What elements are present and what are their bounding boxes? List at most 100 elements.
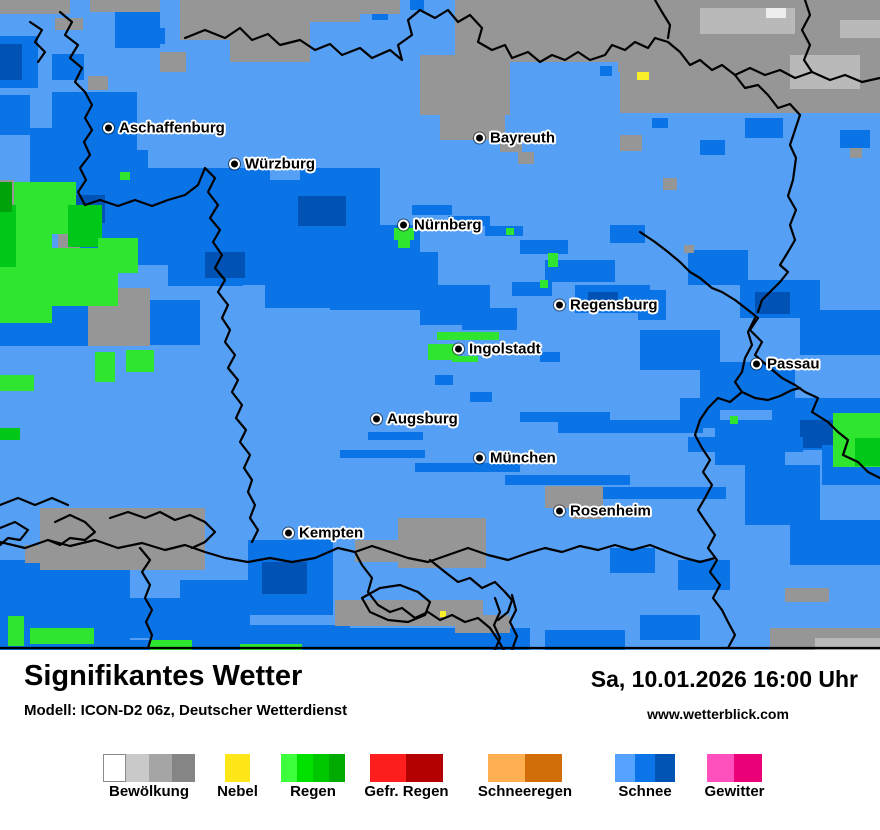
city-label: Regensburg [570, 296, 658, 314]
weather-cell [545, 486, 603, 508]
city-nrnberg: Nürnberg [398, 217, 482, 234]
city-dot-icon [229, 158, 240, 170]
legend-color-cell [370, 754, 406, 782]
weather-cell [785, 588, 829, 602]
weather-cell [205, 252, 245, 278]
legend-swatch-regen [281, 754, 345, 782]
weather-cell [0, 428, 20, 440]
weather-cell [548, 253, 558, 267]
weather-cell [355, 540, 400, 562]
weather-cell [440, 611, 446, 617]
city-dot-icon [398, 219, 409, 231]
weather-cell [840, 20, 880, 38]
city-rosenheim: Rosenheim [554, 503, 651, 520]
legend: Bewölkung Nebel Regen Gefr. Regen Schneerege… [0, 650, 880, 830]
legend-label: Schnee [618, 783, 672, 800]
city-dot-icon [371, 413, 382, 425]
weather-cell [410, 0, 424, 10]
weather-cell [506, 228, 514, 235]
weather-cell [684, 245, 694, 253]
weather-cell [755, 292, 790, 314]
weather-cell [300, 0, 360, 22]
weather-cell [637, 72, 649, 80]
legend-color-cell [225, 754, 250, 782]
weather-cell [572, 505, 602, 519]
border-bodensee-1 [0, 496, 70, 507]
city-label: Kempten [299, 524, 364, 542]
weather-cell [428, 344, 458, 360]
weather-cell [545, 630, 625, 650]
city-dot-icon [103, 122, 114, 134]
website-url: www.wetterblick.com [647, 706, 789, 722]
weather-cell [90, 0, 160, 12]
legend-color-cell [103, 754, 126, 782]
weather-cell [540, 280, 548, 288]
weather-cell [126, 350, 154, 372]
legend-swatch-schneeregen [488, 754, 562, 782]
weather-cell [360, 0, 400, 14]
weather-cell [368, 432, 423, 440]
weather-cell [420, 55, 510, 115]
weather-cell [30, 628, 94, 644]
legend-swatch-nebel [225, 754, 250, 782]
city-dot-icon [554, 299, 565, 311]
weather-cell [55, 18, 83, 30]
city-dot-icon [283, 527, 294, 539]
weather-cell [745, 118, 783, 138]
city-label: Ingolstadt [469, 340, 541, 358]
legend-color-cell [313, 754, 329, 782]
legend-color-cell [655, 754, 675, 782]
weather-cell [815, 638, 880, 650]
legend-color-cell [525, 754, 562, 782]
legend-label: Nebel [217, 783, 258, 800]
legend-color-cell [281, 754, 297, 782]
legend-label: Regen [290, 783, 336, 800]
city-regensburg: Regensburg [554, 297, 658, 314]
legend-color-cell [488, 754, 525, 782]
forecast-datetime: Sa, 10.01.2026 16:00 Uhr [590, 666, 858, 692]
weather-cell [745, 465, 820, 525]
legend-label: Bewölkung [108, 783, 189, 800]
weather-cell [700, 140, 725, 155]
legend-color-cell [635, 754, 655, 782]
legend-color-cell [406, 754, 443, 782]
legend-color-cell [329, 754, 345, 782]
weather-cell [415, 463, 520, 472]
weather-cell [850, 148, 862, 158]
city-aschaffenburg: Aschaffenburg [103, 120, 225, 137]
weather-cell [230, 0, 310, 62]
legend-color-cell [172, 754, 195, 782]
weather-cell [95, 352, 115, 382]
city-kempten: Kempten [283, 525, 363, 542]
weather-cell [0, 205, 16, 267]
weather-cell [505, 475, 630, 485]
weather-cell [455, 615, 510, 633]
city-dot-icon [474, 132, 485, 144]
weather-cell [0, 640, 160, 650]
city-label: Passau [767, 355, 820, 373]
city-dot-icon [474, 452, 485, 464]
weather-cell [766, 8, 786, 18]
city-augsburg: Augsburg [371, 411, 458, 428]
legend-swatch-gewitter [707, 754, 762, 782]
weather-cell [452, 356, 478, 362]
legend-color-cell [734, 754, 762, 782]
weather-cell [298, 196, 346, 226]
weather-cell [68, 205, 102, 247]
city-label: Nürnberg [414, 216, 482, 234]
weather-cell [88, 76, 108, 90]
model-info: Modell: ICON-D2 06z, Deutscher Wetterdie… [24, 702, 348, 719]
weather-cell [688, 250, 748, 285]
city-dot-icon [453, 343, 464, 355]
legend-color-cell [297, 754, 313, 782]
weather-cell [688, 437, 803, 452]
weather-cell [40, 508, 205, 570]
weather-cell [800, 310, 880, 355]
weather-cell [262, 562, 307, 594]
map-area: Aschaffenburg Würzburg Bayreuth Nürnberg Reg… [0, 0, 880, 650]
weather-cell [855, 438, 880, 466]
weather-cell [600, 66, 612, 76]
weather-cell [340, 450, 425, 458]
weather-cell [652, 118, 668, 128]
